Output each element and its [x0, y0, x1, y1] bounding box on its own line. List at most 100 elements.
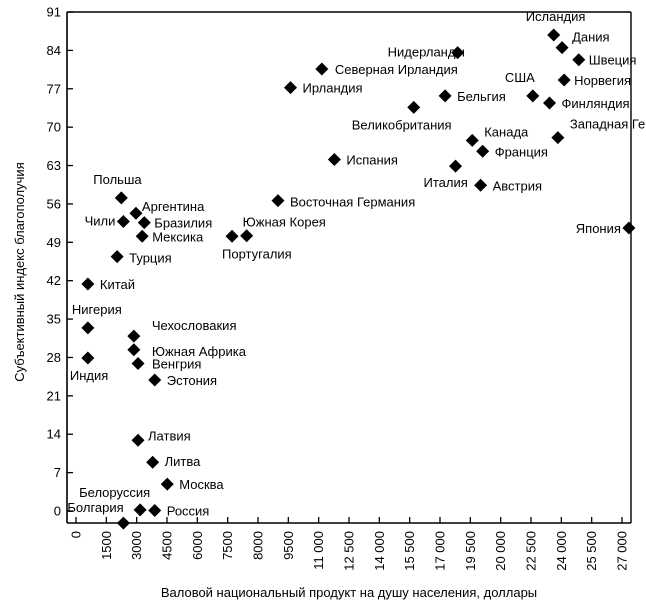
- x-tick-label: 7500: [220, 531, 235, 560]
- y-tick-label: 91: [47, 5, 61, 20]
- y-tick-label: 84: [47, 43, 61, 58]
- point-label: Нидерланды: [388, 45, 465, 60]
- point-label: Литва: [165, 454, 202, 469]
- x-tick-label: 6000: [190, 531, 205, 560]
- x-tick-label: 12 500: [342, 531, 357, 571]
- data-point: [114, 191, 128, 205]
- data-point: [160, 477, 174, 491]
- point-label: Бельгия: [457, 89, 506, 104]
- point-label: Исландия: [526, 9, 586, 24]
- point-label: Швеция: [589, 53, 637, 68]
- y-tick-label: 14: [47, 427, 61, 442]
- data-point: [476, 144, 490, 158]
- point-label: Аргентина: [142, 199, 205, 214]
- data-point: [327, 153, 341, 167]
- x-tick-label: 19 500: [463, 531, 478, 571]
- data-points: [81, 28, 636, 530]
- point-label: Южная Корея: [243, 215, 326, 230]
- point-label: Португалия: [222, 246, 292, 261]
- data-point: [438, 89, 452, 103]
- y-axis-label: Субъективный индекс благополучия: [12, 162, 27, 381]
- point-label: Западная Германия: [570, 117, 646, 132]
- point-label: Турция: [129, 251, 172, 266]
- data-point: [547, 28, 561, 42]
- data-point: [127, 329, 141, 343]
- point-label: Латвия: [148, 428, 191, 443]
- data-point: [543, 96, 557, 110]
- point-label: Индия: [70, 368, 108, 383]
- data-point: [146, 455, 160, 469]
- point-label: Южная Африка: [152, 344, 247, 359]
- data-point: [271, 194, 285, 208]
- point-label: Италия: [424, 175, 468, 190]
- x-tick-label: 22 500: [524, 531, 539, 571]
- y-ticks: 0 7 14 21 28 35 42 49 56 63 70 77 84 91: [47, 5, 73, 519]
- point-label: Чили: [85, 213, 116, 228]
- data-point: [137, 216, 151, 230]
- point-label: Москва: [179, 477, 224, 492]
- y-tick-label: 63: [47, 158, 61, 173]
- y-tick-label: 28: [47, 350, 61, 365]
- point-label: Норвегия: [574, 73, 631, 88]
- point-label: Эстония: [167, 373, 217, 388]
- data-point: [225, 229, 239, 243]
- data-point: [449, 159, 463, 173]
- data-point: [81, 351, 95, 365]
- x-tick-label: 27 000: [615, 531, 630, 571]
- y-tick-label: 0: [54, 504, 61, 519]
- point-label: Северная Ирландия: [335, 62, 458, 77]
- y-tick-label: 56: [47, 196, 61, 211]
- data-point: [116, 214, 130, 228]
- data-point: [240, 229, 254, 243]
- point-label: Австрия: [493, 178, 542, 193]
- data-point: [81, 277, 95, 291]
- point-label: Венгрия: [152, 356, 201, 371]
- y-tick-label: 35: [47, 312, 61, 327]
- data-point: [555, 41, 569, 55]
- x-tick-label: 24 000: [554, 531, 569, 571]
- data-point: [148, 373, 162, 387]
- x-tick-label: 0: [69, 531, 84, 538]
- x-tick-label: 1500: [99, 531, 114, 560]
- x-tick-label: 15 500: [402, 531, 417, 571]
- y-tick-label: 7: [54, 465, 61, 480]
- data-point: [315, 62, 329, 76]
- data-point: [133, 503, 147, 517]
- data-point: [131, 433, 145, 447]
- x-tick-label: 25 500: [584, 531, 599, 571]
- point-label: Чехословакия: [152, 318, 237, 333]
- y-tick-label: 49: [47, 235, 61, 250]
- data-point: [81, 321, 95, 335]
- data-point: [551, 131, 565, 145]
- point-labels: Исландия Дания Швеция Нидерланды Норвегия США…: [67, 9, 646, 518]
- x-tick-label: 11 000: [311, 531, 326, 570]
- point-label: Испания: [346, 153, 398, 168]
- data-point: [129, 206, 143, 220]
- data-point: [284, 81, 298, 95]
- data-point: [127, 343, 141, 357]
- data-point: [407, 100, 421, 114]
- point-label: Белоруссия: [79, 485, 150, 500]
- y-tick-label: 70: [47, 120, 61, 135]
- point-label: Болгария: [67, 500, 123, 515]
- point-label: Китай: [100, 277, 135, 292]
- data-point: [148, 503, 162, 517]
- y-tick-label: 77: [47, 81, 61, 96]
- y-tick-label: 42: [47, 273, 61, 288]
- data-point: [526, 89, 540, 103]
- point-label: Ирландия: [303, 81, 363, 96]
- point-label: Великобритания: [352, 117, 452, 132]
- axes: [66, 11, 632, 524]
- x-tick-label: 4500: [160, 531, 175, 560]
- point-label: Канада: [484, 124, 529, 139]
- data-point: [557, 73, 571, 87]
- point-label: Польша: [93, 172, 142, 187]
- data-point: [465, 133, 479, 147]
- point-label: США: [505, 70, 535, 85]
- data-point: [131, 356, 145, 370]
- point-label: Восточная Германия: [290, 195, 415, 210]
- x-tick-label: 14 000: [372, 531, 387, 571]
- data-point: [116, 516, 130, 530]
- point-label: Япония: [576, 221, 621, 236]
